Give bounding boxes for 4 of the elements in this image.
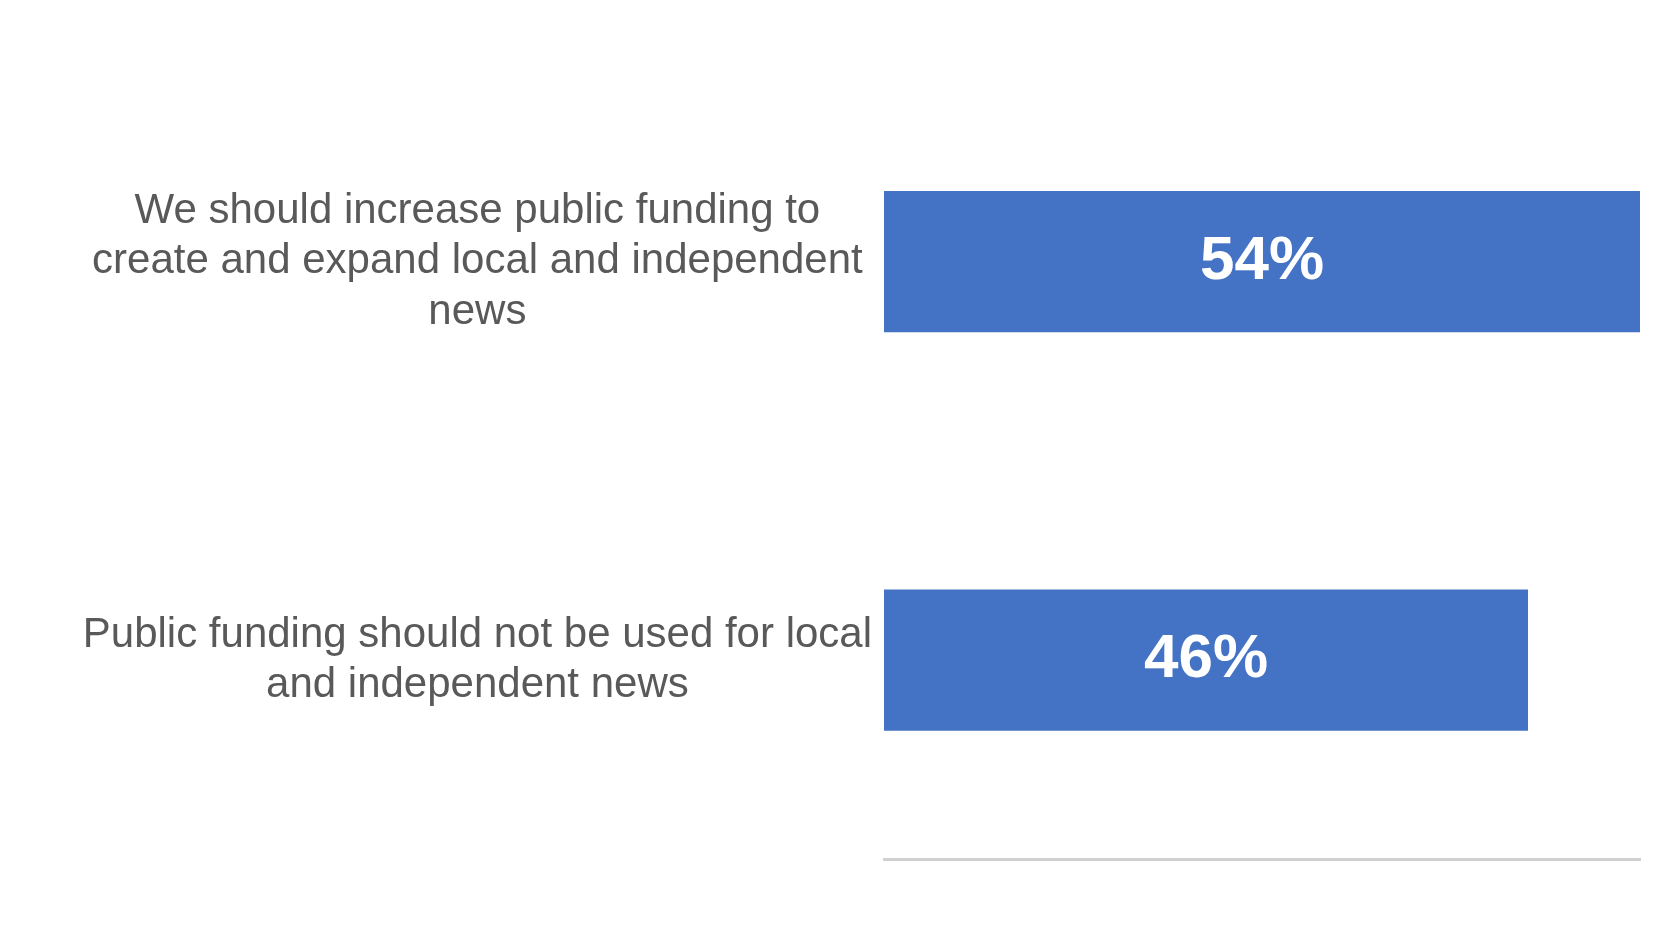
data-label: 54% — [1199, 222, 1325, 292]
data-label: 46% — [1143, 621, 1269, 691]
y-tick-label: We should increase public funding to create and expand local and independent news — [92, 184, 864, 333]
y-tick-label: Public funding should not be used for local and independent news — [82, 608, 872, 706]
